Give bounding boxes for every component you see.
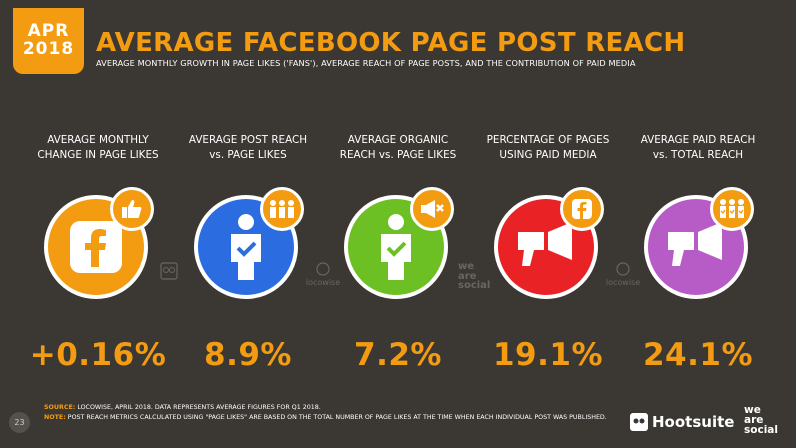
source-line: SOURCE: LOCOWISE, APRIL 2018. DATA REPRE… [44, 403, 607, 413]
page-number: 23 [9, 412, 30, 433]
metric-label-line2: USING PAID MEDIA [499, 149, 597, 162]
locowise-watermark-1: locowise [300, 262, 346, 287]
locowise-watermark-2: locowise [600, 262, 646, 287]
facebook-badge [560, 187, 604, 231]
metric-page-likes-change: AVERAGE MONTHLY CHANGE IN PAGE LIKES +0.… [20, 133, 176, 373]
note-text: POST REACH METRICS CALCULATED USING "PAG… [67, 414, 607, 422]
metric-paid-reach: AVERAGE PAID REACH vs. TOTAL REACH 24.1% [620, 133, 776, 373]
metric-icon-group [488, 185, 608, 305]
locowise-logo-icon [616, 262, 630, 276]
we-are-social-watermark: we are social [458, 261, 491, 291]
hootsuite-logo: Hootsuite [630, 413, 734, 431]
person-check-icon [381, 214, 411, 280]
metric-icon-group [188, 185, 308, 305]
note-line: NOTE: POST REACH METRICS CALCULATED USIN… [44, 413, 607, 423]
metric-icon-group [338, 185, 458, 305]
locowise-logo-icon [316, 262, 330, 276]
metric-label-line1: AVERAGE PAID REACH [640, 134, 756, 146]
metric-label: AVERAGE PAID REACH vs. TOTAL REACH [641, 133, 756, 167]
locowise-label: locowise [605, 278, 641, 287]
metric-post-reach: AVERAGE POST REACH vs. PAGE LIKES 8.9% [170, 133, 326, 373]
we-are-social-logo: we are social [744, 404, 778, 436]
metric-label-line2: CHANGE IN PAGE LIKES [37, 149, 159, 162]
metric-label: AVERAGE POST REACH vs. PAGE LIKES [189, 133, 307, 167]
metric-value: +0.16% [29, 337, 167, 373]
group-check-icon [720, 199, 744, 218]
date-year: 2018 [22, 39, 75, 59]
person-check-icon [231, 214, 261, 280]
locowise-label: locowise [305, 278, 341, 287]
was-line3: social [744, 423, 778, 436]
megaphone-icon [668, 222, 722, 266]
page-title: AVERAGE FACEBOOK PAGE POST REACH [96, 28, 686, 58]
metric-label: AVERAGE MONTHLY CHANGE IN PAGE LIKES [37, 133, 158, 167]
group-check-badge [710, 187, 754, 231]
was-line1: we [744, 404, 761, 416]
owl-watermark [160, 262, 178, 282]
metric-value: 8.9% [204, 337, 292, 373]
megaphone-icon [518, 222, 572, 266]
metric-label-line1: AVERAGE MONTHLY [47, 134, 149, 146]
metric-label-line1: AVERAGE POST REACH [188, 134, 308, 146]
metric-icon-group [638, 185, 758, 305]
metric-value: 7.2% [354, 337, 442, 373]
metric-label-line2: REACH vs. PAGE LIKES [339, 149, 457, 162]
page-subtitle: AVERAGE MONTHLY GROWTH IN PAGE LIKES ('F… [96, 58, 636, 68]
metric-label-line1: PERCENTAGE OF PAGES [486, 134, 610, 146]
group-badge [260, 187, 304, 231]
metric-label: PERCENTAGE OF PAGES USING PAID MEDIA [487, 133, 610, 167]
owl-icon [160, 262, 178, 280]
metric-value: 24.1% [642, 337, 754, 373]
facebook-icon [572, 199, 592, 219]
metric-organic-reach: AVERAGE ORGANIC REACH vs. PAGE LIKES 7.2… [320, 133, 476, 373]
megaphone-cross-icon [421, 200, 444, 218]
was-line2: are [744, 413, 764, 426]
hootsuite-label: Hootsuite [652, 413, 735, 431]
date-badge: APR 2018 [13, 8, 84, 74]
megaphone-cross-badge [410, 187, 454, 231]
facebook-icon [70, 221, 122, 273]
metric-value: 19.1% [492, 337, 604, 373]
metric-label-line2: vs. PAGE LIKES [209, 149, 287, 162]
date-month: APR [27, 21, 70, 42]
source-key: SOURCE: [44, 404, 76, 411]
metric-label-line2: vs. TOTAL REACH [652, 149, 744, 162]
note-key: NOTE: [44, 414, 66, 422]
source-text: LOCOWISE, APRIL 2018. DATA REPRESENTS AV… [77, 404, 321, 411]
metric-label-line1: AVERAGE ORGANIC [347, 134, 449, 146]
metric-icon-group [38, 185, 158, 305]
thumbs-up-icon [122, 200, 142, 218]
footer-notes: SOURCE: LOCOWISE, APRIL 2018. DATA REPRE… [44, 403, 607, 423]
owl-icon [630, 413, 648, 431]
metric-pages-using-paid: PERCENTAGE OF PAGES USING PAID MEDIA 19.… [470, 133, 626, 373]
group-icon [270, 200, 294, 218]
thumbs-up-badge [110, 187, 154, 231]
metric-label: AVERAGE ORGANIC REACH vs. PAGE LIKES [340, 133, 457, 167]
